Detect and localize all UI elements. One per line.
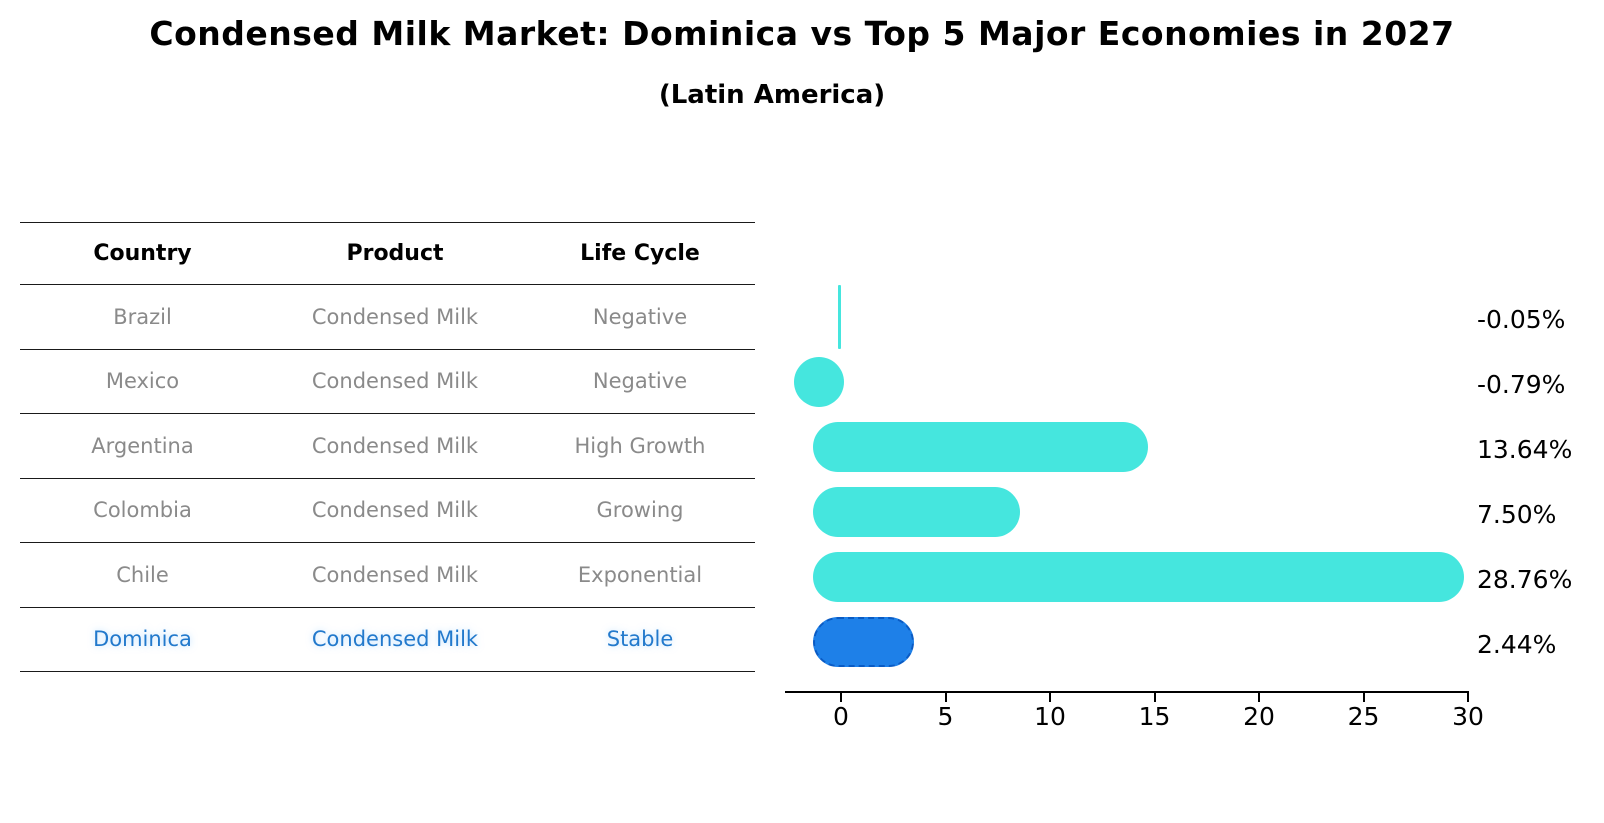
x-axis-tick-label: 5 [937, 702, 954, 731]
cell-product: Condensed Milk [311, 498, 479, 523]
table-row: Dominica Condensed Milk Stable [20, 608, 755, 672]
x-axis-tick [840, 693, 843, 702]
bar-colombia [813, 487, 1020, 537]
chart-title: Condensed Milk Market: Dominica vs Top 5… [149, 14, 1455, 53]
bar-brazil [838, 285, 841, 349]
table-row: Brazil Condensed Milk Negative [20, 285, 755, 350]
column-header-life-cycle: Life Cycle [580, 241, 700, 266]
x-axis-tick [1049, 693, 1052, 702]
x-axis-line [785, 691, 1469, 694]
table-row: Colombia Condensed Milk Growing [20, 479, 755, 543]
cell-life-cycle: Negative [592, 369, 688, 394]
x-axis-tick-label: 15 [1138, 702, 1171, 731]
value-label-colombia: 7.50% [1477, 500, 1557, 529]
value-label-chile: 28.76% [1477, 565, 1573, 594]
cell-country: Mexico [105, 369, 180, 394]
cell-country: Chile [116, 562, 169, 587]
x-axis-tick [1153, 693, 1156, 702]
cell-country: Brazil [113, 304, 172, 329]
value-label-brazil: -0.05% [1477, 305, 1566, 334]
table-row: Argentina Condensed Milk High Growth [20, 414, 755, 479]
cell-product: Condensed Milk [311, 627, 479, 652]
column-header-country: Country [93, 241, 192, 266]
value-label-argentina: 13.64% [1477, 435, 1573, 464]
comparison-table: Country Product Life Cycle Brazil Condens… [20, 222, 755, 672]
table-header-row: Country Product Life Cycle [20, 222, 755, 285]
table-row: Mexico Condensed Milk Negative [20, 350, 755, 414]
cell-life-cycle: Growing [596, 498, 684, 523]
cell-country: Argentina [91, 433, 194, 458]
x-axis-tick [1258, 693, 1261, 702]
cell-product: Condensed Milk [311, 304, 479, 329]
x-axis-tick [1467, 693, 1470, 702]
cell-country: Colombia [93, 498, 192, 523]
x-axis-tick-label: 10 [1034, 702, 1066, 731]
cell-life-cycle: Negative [592, 304, 688, 329]
cell-product: Condensed Milk [311, 369, 479, 394]
cell-country: Dominica [93, 627, 192, 652]
x-axis-tick-label: 20 [1243, 702, 1275, 731]
column-header-product: Product [346, 241, 444, 266]
x-axis-tick [944, 693, 947, 702]
value-label-dominica: 2.44% [1477, 630, 1557, 659]
x-axis-tick-label: 30 [1452, 702, 1484, 731]
bar-argentina [813, 422, 1149, 472]
cell-life-cycle: Stable [606, 627, 674, 652]
x-axis-tick-label: 25 [1347, 702, 1380, 731]
x-axis-tick-label: 0 [833, 702, 849, 731]
chart-subtitle: (Latin America) [658, 80, 886, 110]
bar-dominica [813, 617, 914, 667]
table-body: Brazil Condensed Milk Negative Mexico Conden… [20, 285, 755, 672]
table-row: Chile Condensed Milk Exponential [20, 543, 755, 608]
bar-mexico [794, 357, 845, 407]
cell-product: Condensed Milk [311, 562, 479, 587]
cell-life-cycle: Exponential [577, 562, 703, 587]
cell-life-cycle: High Growth [574, 433, 706, 458]
bar-chile [813, 552, 1465, 602]
x-axis-tick [1362, 693, 1365, 702]
cell-product: Condensed Milk [311, 433, 479, 458]
value-label-mexico: -0.79% [1477, 370, 1566, 399]
